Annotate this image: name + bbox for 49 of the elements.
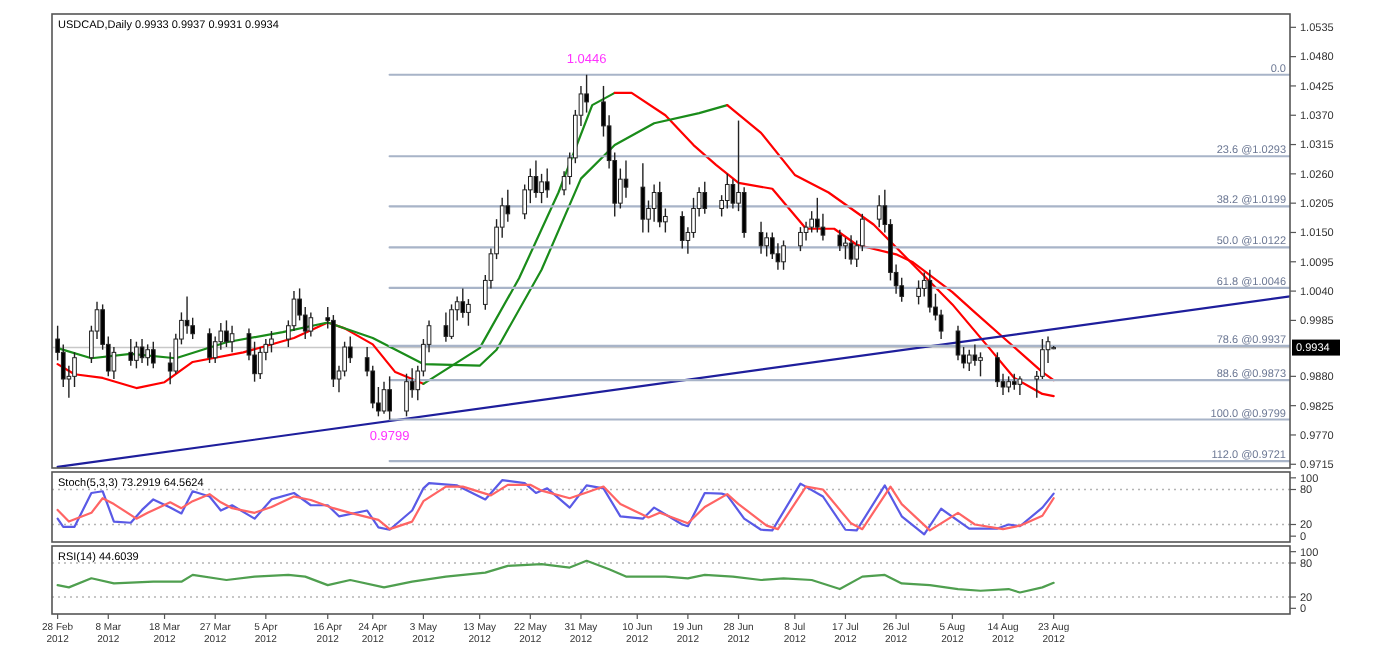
candlestick	[955, 325, 961, 362]
candlestick	[449, 303, 454, 340]
candlestick	[809, 210, 815, 234]
candlestick	[848, 234, 854, 266]
candlestick	[1017, 375, 1023, 396]
candlestick	[257, 346, 263, 380]
candlestick	[111, 346, 117, 380]
candlestick	[184, 295, 190, 335]
candlestick	[798, 226, 803, 252]
candlestick	[640, 162, 646, 234]
candlestick	[927, 269, 933, 314]
candlestick	[837, 229, 843, 252]
candlestick	[657, 181, 663, 228]
candlestick	[876, 194, 882, 228]
candlestick	[466, 298, 471, 327]
candlestick	[347, 335, 353, 364]
candlestick	[843, 237, 848, 260]
candlestick	[387, 375, 392, 421]
candlestick	[505, 189, 511, 223]
candlestick	[702, 181, 708, 215]
candlestick	[533, 159, 539, 199]
line-series	[56, 559, 1055, 594]
candlestick	[544, 167, 550, 199]
candlestick	[758, 221, 764, 255]
candlestick	[134, 341, 139, 370]
candlestick	[128, 338, 134, 367]
candlestick	[150, 341, 156, 370]
candlestick	[269, 330, 274, 354]
candlestick	[781, 239, 786, 271]
candlestick	[207, 327, 212, 364]
candlestick	[229, 325, 235, 354]
candlestick	[139, 338, 145, 364]
candlestick	[584, 74, 589, 114]
candlestick	[724, 173, 730, 210]
candlestick	[145, 343, 150, 367]
candlestick	[679, 210, 685, 250]
candlestick	[814, 197, 820, 234]
candlestick	[308, 311, 314, 338]
candlestick	[539, 173, 544, 204]
candlestick	[764, 231, 769, 258]
candlestick	[978, 351, 983, 378]
candlestick	[916, 279, 921, 306]
candlestick	[443, 311, 449, 343]
candlestick	[995, 351, 1000, 388]
candlestick	[966, 349, 972, 372]
candlestick	[460, 287, 466, 319]
candlestick	[618, 167, 623, 210]
candlestick	[404, 372, 409, 418]
candlestick	[224, 319, 229, 348]
